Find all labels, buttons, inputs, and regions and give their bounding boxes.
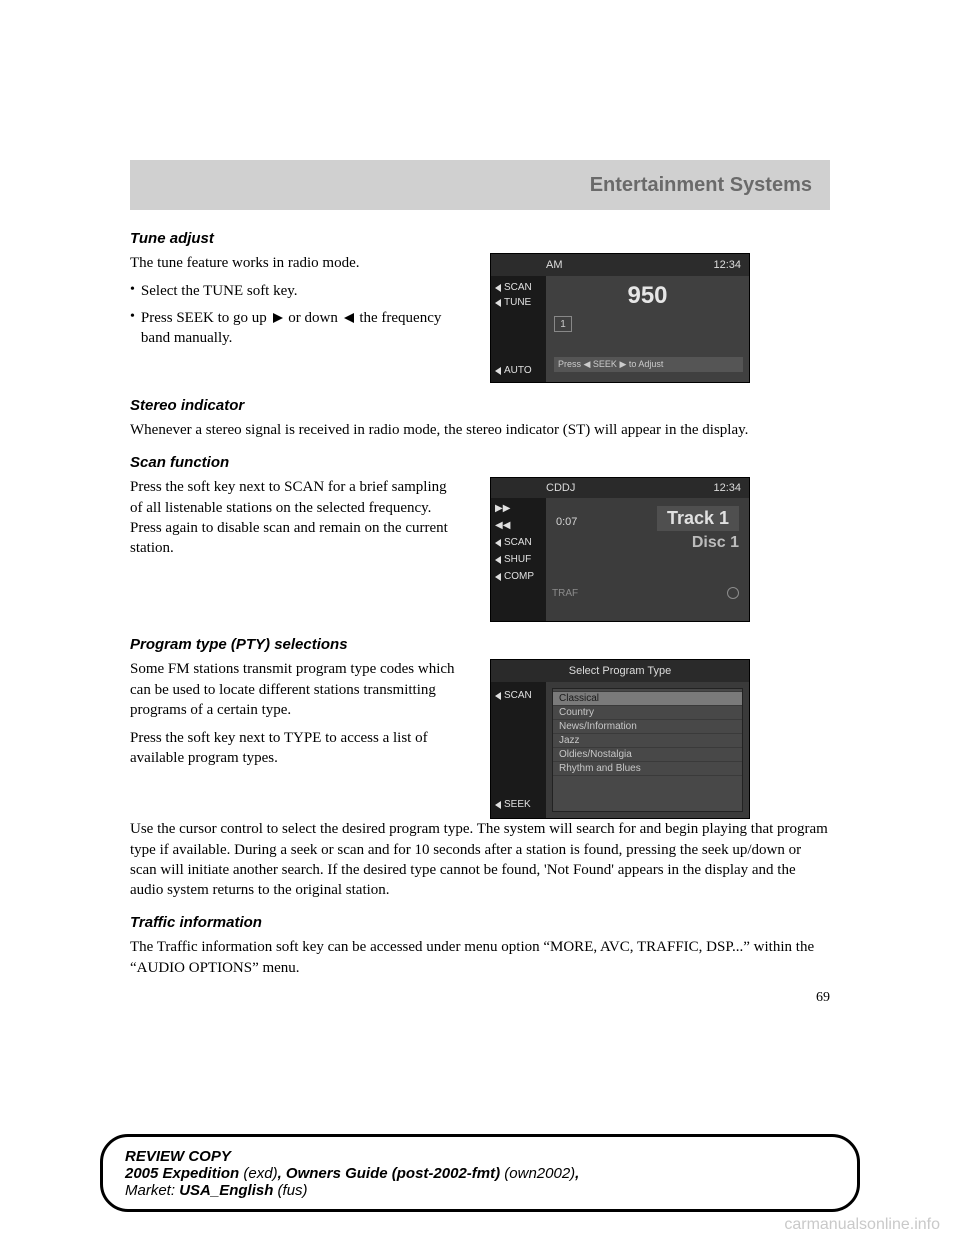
tune-intro: The tune feature works in radio mode. [130,253,460,273]
tune-bullet-1-text: Select the TUNE soft key. [141,281,298,301]
softkey-scan: SCAN [491,688,546,703]
heading-scan: Scan function [130,454,830,471]
page-number: 69 [130,990,830,1006]
fig3-list: ClassicalCountryNews/InformationJazzOldi… [552,688,743,812]
triangle-left-icon [495,539,501,547]
program-type-item: Classical [553,692,742,706]
triangle-left-icon [495,284,501,292]
disc-icon [727,587,739,599]
figure-cd-scan: CDDJ 12:34 ▶▶ ◀◀ SCAN SHUF COMP 0:07 Tra… [490,477,750,622]
fig1-hint: Press ◀ SEEK ▶ to Adjust [554,357,743,372]
program-type-item: Jazz [553,734,742,748]
fig1-header: AM 12:34 [491,254,749,276]
softkey-shuf: SHUF [491,552,546,567]
softkey-comp: COMP [491,569,546,584]
fig1-preset: 1 [554,316,572,332]
program-type-item: Oldies/Nostalgia [553,748,742,762]
triangle-left-icon [495,556,501,564]
triangle-left-icon [495,299,501,307]
fig1-body: SCAN TUNE AUTO 950 1 Press ◀ SEEK ▶ to A… [491,276,749,382]
pty-p3: Use the cursor control to select the des… [130,819,830,900]
figure-program-type: Select Program Type SCAN SEEK ClassicalC… [490,659,750,819]
tune-bullet-1: • Select the TUNE soft key. [130,281,460,301]
bullet-icon: • [130,281,135,301]
fig1-main: 950 1 Press ◀ SEEK ▶ to Adjust [546,276,749,382]
figure-radio-tune: AM 12:34 SCAN TUNE AUTO 950 1 Press ◀ SE… [490,253,750,383]
stereo-body: Whenever a stereo signal is received in … [130,420,830,440]
bullet-icon: • [130,308,135,349]
tune-text-col: The tune feature works in radio mode. • … [130,253,460,354]
fig2-traf: TRAF [552,588,578,599]
triangle-left-icon [495,801,501,809]
fig2-main: 0:07 Track 1 Disc 1 TRAF [546,498,749,621]
heading-tune: Tune adjust [130,230,830,247]
watermark: carmanualsonline.info [784,1216,940,1234]
heading-pty: Program type (PTY) selections [130,636,830,653]
softkey-tune: TUNE [491,295,546,310]
fig3-title: Select Program Type [491,660,749,682]
triangle-left-icon [495,367,501,375]
softkey-ff: ▶▶ [491,501,546,516]
seek-up-icon [273,313,283,323]
softkey-auto: AUTO [491,363,546,378]
softkey-rw: ◀◀ [491,518,546,533]
fig3-body: SCAN SEEK ClassicalCountryNews/Informati… [491,682,749,818]
program-type-item: Rhythm and Blues [553,762,742,776]
pty-row: Some FM stations transmit program type c… [130,659,830,819]
scan-text-col: Press the soft key next to SCAN for a br… [130,477,460,566]
fig3-softkeys: SCAN SEEK [491,682,546,818]
fig1-frequency: 950 [546,282,749,310]
fig2-header: CDDJ 12:34 [491,478,749,498]
fig2-softkeys: ▶▶ ◀◀ SCAN SHUF COMP [491,498,546,621]
fig1-clock: 12:34 [713,259,741,271]
pty-text-col: Some FM stations transmit program type c… [130,659,460,776]
fig2-body: ▶▶ ◀◀ SCAN SHUF COMP 0:07 Track 1 Disc 1… [491,498,749,621]
program-type-item: News/Information [553,720,742,734]
pty-p1: Some FM stations transmit program type c… [130,659,460,720]
page-content: Entertainment Systems Tune adjust The tu… [130,160,830,1006]
heading-stereo: Stereo indicator [130,397,830,414]
fig2-time: 0:07 [556,516,577,528]
softkey-seek: SEEK [491,797,546,812]
footer-vehicle: 2005 Expedition (exd), Owners Guide (pos… [125,1165,835,1182]
tune-row: The tune feature works in radio mode. • … [130,253,830,383]
tune-bullet-2: • Press SEEK to go up or down the freque… [130,308,460,349]
fig2-clock: 12:34 [713,482,741,494]
heading-traffic: Traffic information [130,914,830,931]
triangle-left-icon [495,692,501,700]
section-banner: Entertainment Systems [130,160,830,210]
fig2-disc: Disc 1 [692,534,739,552]
banner-title: Entertainment Systems [590,174,812,197]
footer-box: REVIEW COPY 2005 Expedition (exd), Owner… [100,1134,860,1212]
softkey-scan: SCAN [491,280,546,295]
program-type-item: Country [553,706,742,720]
traffic-body: The Traffic information soft key can be … [130,937,830,978]
scan-row: Press the soft key next to SCAN for a br… [130,477,830,622]
triangle-left-icon [495,573,501,581]
pty-p2: Press the soft key next to TYPE to acces… [130,728,460,769]
scan-body: Press the soft key next to SCAN for a br… [130,477,460,558]
tune-bullet-2-text: Press SEEK to go up or down the frequenc… [141,308,460,349]
footer-review: REVIEW COPY [125,1148,835,1165]
fig1-band: AM [546,259,563,271]
fig2-mode: CDDJ [546,482,575,494]
fig2-track: Track 1 [657,506,739,531]
softkey-scan: SCAN [491,535,546,550]
seek-down-icon [344,313,354,323]
fig1-softkeys: SCAN TUNE AUTO [491,276,546,382]
footer-market: Market: USA_English (fus) [125,1182,835,1199]
